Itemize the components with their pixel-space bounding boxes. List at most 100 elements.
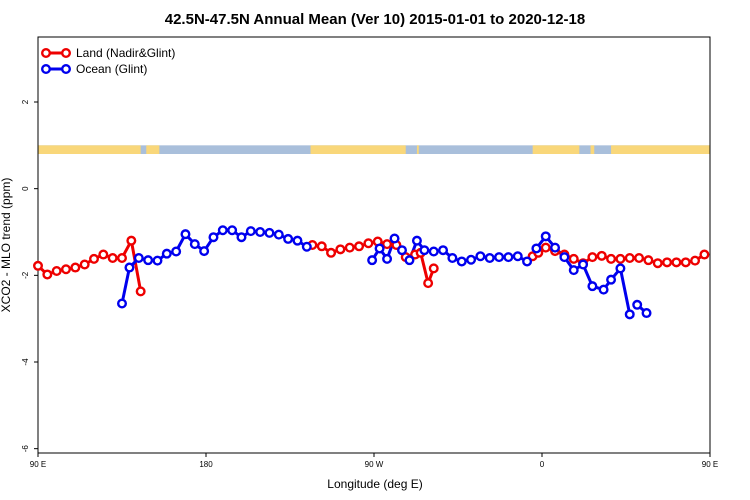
x-axis-label: Longitude (deg E) bbox=[327, 477, 422, 491]
ocean-series-line bbox=[370, 234, 632, 315]
land-data-point bbox=[428, 263, 439, 274]
y-tick-label: -6 bbox=[21, 445, 30, 453]
land-data-point bbox=[126, 235, 137, 246]
ocean-data-point bbox=[143, 255, 154, 266]
land-data-point bbox=[662, 257, 673, 268]
land-data-point bbox=[634, 252, 645, 263]
y-axis: 2 0 -2 -4 -6 bbox=[21, 99, 38, 452]
legend-label-ocean: Ocean (Glint) bbox=[76, 62, 147, 76]
ocean-data-point bbox=[404, 255, 415, 266]
ocean-data-point bbox=[512, 251, 523, 262]
land-data-point bbox=[680, 257, 691, 268]
ocean-data-point bbox=[389, 233, 400, 244]
ocean-data-point bbox=[419, 245, 430, 256]
land-data-point bbox=[363, 238, 374, 249]
ocean-data-point bbox=[397, 245, 408, 256]
ocean-data-point bbox=[615, 263, 626, 274]
ocean-data-point bbox=[550, 242, 561, 253]
land-segment bbox=[416, 145, 419, 154]
plot-frame bbox=[37, 36, 711, 454]
ocean-data-point bbox=[227, 225, 238, 236]
ocean-data-point bbox=[456, 256, 467, 267]
land-data-point bbox=[354, 241, 365, 252]
legend-marker-ocean bbox=[41, 63, 52, 74]
ocean-data-point bbox=[273, 229, 284, 240]
legend-marker-land bbox=[41, 48, 52, 59]
ocean-data-point bbox=[598, 284, 609, 295]
legend-label-land: Land (Nadir&Glint) bbox=[76, 46, 175, 60]
ocean-data-point bbox=[466, 254, 477, 265]
legend: Land (Nadir&Glint) Ocean (Glint) bbox=[41, 46, 175, 76]
land-segment bbox=[590, 145, 595, 154]
ocean-data-point bbox=[264, 227, 275, 238]
ocean-data-point bbox=[428, 246, 439, 257]
ocean-data-point bbox=[411, 235, 422, 246]
ocean-data-point bbox=[292, 235, 303, 246]
ocean-data-point bbox=[124, 262, 135, 273]
y-tick-label: 2 bbox=[21, 99, 30, 104]
land-data-point bbox=[79, 259, 90, 270]
land-segment bbox=[38, 145, 141, 154]
land-data-point bbox=[652, 258, 663, 269]
land-data-point bbox=[587, 252, 598, 263]
ocean-data-point bbox=[641, 308, 652, 319]
land-data-point bbox=[699, 249, 710, 260]
land-data-point bbox=[344, 242, 355, 253]
land-data-point bbox=[326, 247, 337, 258]
x-tick-label: 90 W bbox=[365, 460, 384, 469]
land-data-point bbox=[596, 250, 607, 261]
chart-title: 42.5N-47.5N Annual Mean (Ver 10) 2015-01… bbox=[165, 11, 585, 28]
land-data-point bbox=[51, 266, 62, 277]
land-data-point bbox=[568, 253, 579, 264]
ocean-data-point bbox=[531, 243, 542, 254]
ocean-data-point bbox=[438, 245, 449, 256]
land-data-point bbox=[382, 239, 393, 250]
ocean-data-point bbox=[503, 252, 514, 263]
legend-marker-ocean bbox=[61, 63, 72, 74]
y-tick-label: 0 bbox=[21, 186, 30, 191]
land-data-point bbox=[540, 242, 551, 253]
land-data-point bbox=[423, 278, 434, 289]
land-data-point bbox=[116, 252, 127, 263]
land-data-point bbox=[98, 249, 109, 260]
ocean-data-point bbox=[447, 252, 458, 263]
ocean-data-point bbox=[189, 239, 200, 250]
series-points bbox=[33, 225, 710, 320]
land-segment bbox=[611, 145, 710, 154]
land-data-point bbox=[61, 264, 72, 275]
ocean-data-point bbox=[374, 243, 385, 254]
ocean-data-point bbox=[475, 251, 486, 262]
ocean-data-point bbox=[522, 256, 533, 267]
ocean-data-point bbox=[283, 233, 294, 244]
land-data-point bbox=[135, 286, 146, 297]
land-data-point bbox=[606, 253, 617, 264]
land-data-point bbox=[624, 252, 635, 263]
ocean-data-point bbox=[171, 246, 182, 257]
land-data-point bbox=[643, 255, 654, 266]
ocean-data-point bbox=[245, 226, 256, 237]
y-tick-label: -2 bbox=[21, 271, 30, 279]
ocean-data-point bbox=[587, 281, 598, 292]
ocean-data-point bbox=[484, 252, 495, 263]
x-tick-label: 90 E bbox=[30, 460, 46, 469]
y-axis-label: XCO2 - MLO trend (ppm) bbox=[0, 178, 13, 313]
land-data-point bbox=[88, 253, 99, 264]
land-data-point bbox=[615, 253, 626, 264]
land-segment bbox=[146, 145, 160, 154]
ocean-data-point bbox=[559, 252, 570, 263]
x-tick-label: 180 bbox=[199, 460, 213, 469]
land-data-point bbox=[107, 252, 118, 263]
ocean-data-point bbox=[116, 298, 127, 309]
legend-marker-land bbox=[61, 48, 72, 59]
ocean-data-point bbox=[367, 255, 378, 266]
land-segment bbox=[532, 145, 580, 154]
land-mask-band bbox=[38, 145, 710, 154]
ocean-data-point bbox=[568, 265, 579, 276]
ocean-data-point bbox=[540, 231, 551, 242]
ocean-data-point bbox=[301, 241, 312, 252]
land-data-point bbox=[70, 262, 81, 273]
land-data-point bbox=[690, 255, 701, 266]
y-tick-label: -4 bbox=[21, 358, 30, 366]
x-axis: 90 E 180 90 W 0 90 E bbox=[30, 453, 718, 469]
